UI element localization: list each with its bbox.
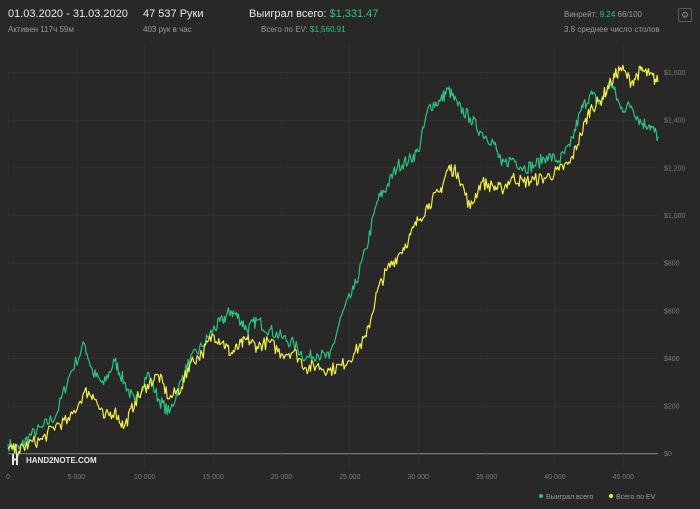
logo-mark-bar (12, 458, 18, 461)
active-time: Активен 117ч 59м (8, 25, 74, 34)
series-line-won (7, 81, 659, 452)
y-tick-label: $800 (664, 261, 680, 268)
y-tick-label: $1,000 (664, 213, 686, 220)
x-tick-label: 15 000 (202, 474, 224, 481)
legend-label-ev: Всего по EV (616, 494, 656, 501)
series-line-ev (7, 64, 659, 458)
gear-icon: ⚙ (680, 9, 690, 20)
x-tick-label: 0 (6, 474, 10, 481)
y-tick-label: $1,200 (664, 165, 686, 172)
hands-per-hour: 403 рук в час (143, 25, 192, 34)
legend-item-won[interactable]: Выиграл всего (539, 494, 593, 501)
y-tick-label: $600 (664, 308, 680, 315)
y-tick-label: $1,600 (664, 70, 686, 77)
y-tick-label: $0 (664, 451, 672, 458)
x-tick-label: 10 000 (134, 474, 156, 481)
legend: Выиграл всего Всего по EV (539, 494, 656, 501)
x-tick-label: 45 000 (613, 474, 635, 481)
x-tick-label: 20 000 (271, 474, 293, 481)
total-ev-value: $1,560.91 (310, 25, 346, 34)
grid (7, 44, 658, 468)
winrate-rest: 66/100 (617, 10, 642, 19)
winrate-label: Винрейт: (564, 10, 598, 19)
settings-button[interactable]: ⚙ (678, 8, 692, 22)
header: 01.03.2020 - 31.03.2020 Активен 117ч 59м… (0, 0, 700, 40)
y-axis: $0 $200 $400 $600 $800 $1,000 $1,200 $1,400 $1,6… (664, 70, 686, 458)
series-lines (7, 64, 659, 458)
date-range[interactable]: 01.03.2020 - 31.03.2020 (8, 8, 128, 20)
total-won: Выиграл всего: $1,331.47 (249, 8, 378, 20)
tables-average: 3.8 среднее число столов (564, 25, 660, 34)
y-tick-label: $200 (664, 404, 680, 411)
y-tick-label: $400 (664, 356, 680, 363)
total-ev-label: Всего по EV: (261, 25, 308, 34)
x-tick-label: 40 000 (544, 474, 566, 481)
total-ev: Всего по EV: $1,560.91 (261, 25, 346, 34)
x-axis: 0 5 000 10 000 15 000 20 000 25 000 30 000 35 0… (6, 474, 634, 481)
legend-item-ev[interactable]: Всего по EV (609, 494, 656, 501)
legend-swatch-won (539, 494, 543, 498)
x-tick-label: 25 000 (339, 474, 361, 481)
winrate-value: 9.24 (599, 10, 616, 19)
legend-label-won: Выиграл всего (546, 494, 593, 501)
x-tick-label: 5 000 (68, 474, 86, 481)
x-tick-label: 35 000 (476, 474, 498, 481)
legend-swatch-ev (609, 494, 613, 498)
hand2note-logo: HAND2NOTE.COM (12, 454, 97, 465)
x-tick-label: 30 000 (407, 474, 429, 481)
winrate: Винрейт: 9.24 66/100 (564, 10, 642, 19)
logo-text: HAND2NOTE.COM (26, 456, 97, 465)
total-won-label: Выиграл всего: (249, 8, 327, 20)
total-won-value: $1,331.47 (329, 8, 379, 20)
y-tick-label: $1,400 (664, 118, 686, 125)
hands-count: 47 537 Руки (143, 8, 204, 20)
